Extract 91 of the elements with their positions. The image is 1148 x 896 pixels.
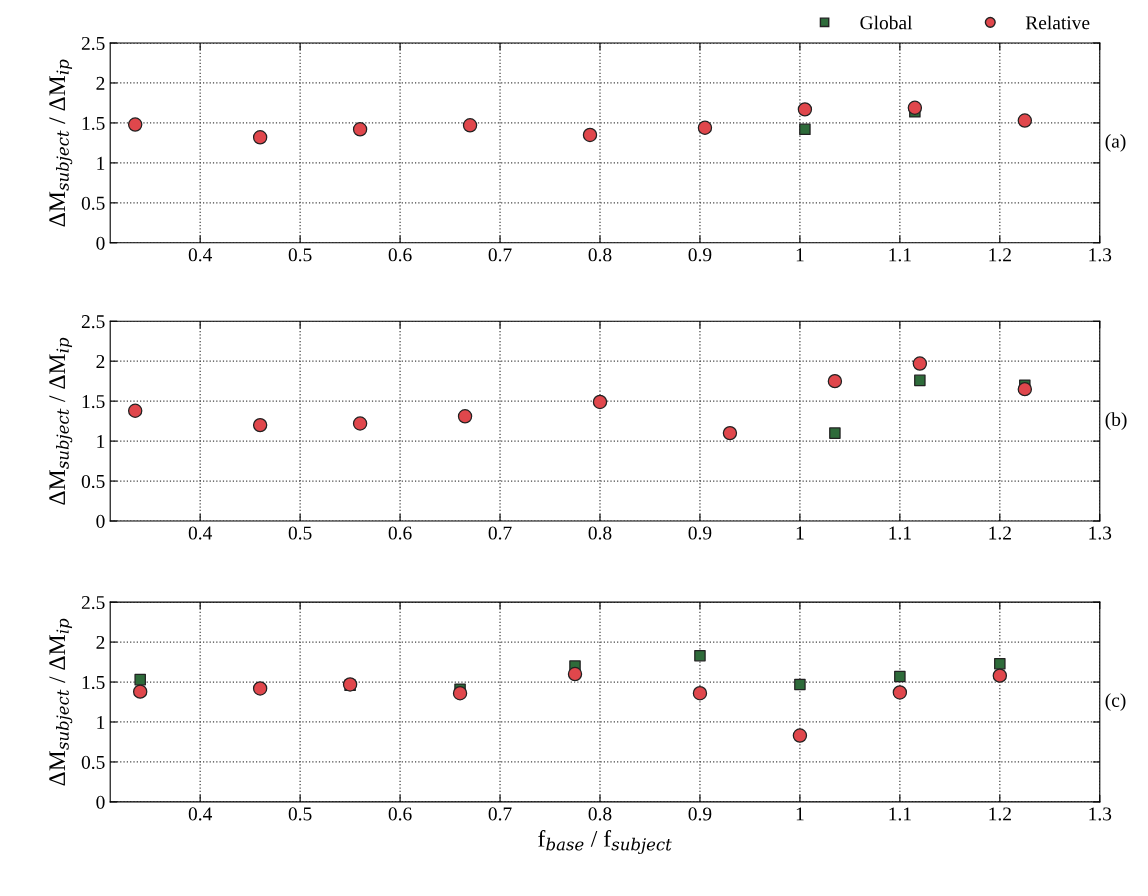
x-tick-label: 0.4 (188, 807, 213, 821)
x-tick-label: 1.3 (1089, 526, 1112, 540)
point (352, 122, 368, 137)
x-tick-label: 0.8 (588, 248, 612, 262)
y-tick-label: 0.5 (81, 755, 105, 769)
x-tick-label: 0.7 (488, 248, 512, 262)
y-tick-label: 2 (96, 355, 105, 368)
y-tick-label: 0 (96, 236, 105, 250)
legend-label: Global (860, 15, 913, 30)
point (457, 409, 473, 424)
point (827, 373, 843, 389)
point (697, 120, 713, 135)
x-tick-label: 1.1 (889, 807, 911, 821)
point (914, 374, 926, 387)
x-tick-label: 1.2 (989, 526, 1011, 540)
x-tick-label: 0.9 (688, 807, 712, 821)
point (692, 686, 708, 701)
legend-label: Relative (1025, 15, 1090, 30)
point (722, 425, 738, 441)
x-axis-title: f$_{base}$ / f$_{subject}$ (538, 829, 672, 854)
y-tick-label: 2 (96, 635, 105, 649)
y-tick-label: 1 (97, 435, 105, 448)
point (462, 118, 478, 133)
y-tick-label: 1.5 (82, 395, 105, 409)
x-tick-label: 1 (796, 248, 804, 262)
x-tick-label: 0.9 (688, 248, 712, 262)
x-tick-label: 1.1 (889, 248, 911, 262)
point (797, 102, 813, 117)
x-tick-label: 1 (796, 526, 804, 540)
point (894, 670, 906, 683)
y-tick-label: 1 (97, 156, 105, 170)
point (912, 356, 928, 371)
x-tick-label: 0.6 (388, 807, 412, 821)
x-tick-label: 0.5 (288, 526, 312, 540)
point (907, 100, 923, 115)
x-tick-label: 0.8 (588, 526, 612, 540)
text: (c) (1105, 693, 1126, 711)
point (252, 417, 268, 433)
point (132, 684, 148, 699)
y-tick-label: 2 (96, 76, 105, 90)
point (892, 685, 908, 700)
x-tick-label: 0.7 (488, 526, 512, 540)
text: (b) (1105, 412, 1127, 430)
x-tick-label: 0.7 (488, 807, 512, 821)
point (452, 686, 468, 701)
point (352, 416, 368, 431)
y-tick-label: 0.5 (81, 474, 105, 489)
x-tick-label: 1 (796, 807, 804, 821)
point (252, 130, 268, 145)
y-tick-label: 0 (96, 514, 105, 528)
x-tick-label: 0.4 (188, 526, 213, 540)
point (829, 427, 841, 439)
x-tick-label: 0.6 (388, 526, 412, 540)
point (127, 403, 143, 418)
text: (a) (1105, 134, 1126, 152)
x-tick-label: 0.8 (588, 807, 612, 821)
y-axis-title: ΔM$_{subject}$ / ΔM$_{ip}$ (49, 337, 73, 505)
point (992, 668, 1008, 683)
point (567, 666, 583, 682)
y-tick-label: 1 (97, 715, 105, 729)
y-tick-label: 1.5 (82, 675, 105, 690)
x-tick-label: 0.4 (188, 248, 213, 262)
point (1017, 381, 1033, 397)
point (582, 127, 598, 143)
x-tick-label: 1.3 (1089, 807, 1112, 821)
point (127, 117, 143, 132)
y-tick-label: 2.5 (81, 595, 105, 610)
x-tick-label: 0.6 (388, 248, 412, 262)
x-tick-label: 0.5 (288, 248, 312, 262)
point (994, 657, 1006, 670)
x-tick-label: 1.3 (1089, 248, 1112, 262)
y-axis-title: ΔM$_{subject}$ / ΔM$_{ip}$ (49, 59, 73, 227)
x-tick-label: 0.9 (688, 526, 712, 540)
point (1017, 113, 1033, 128)
x-tick-label: 1.2 (989, 248, 1011, 262)
x-tick-label: 1.2 (989, 807, 1011, 821)
y-axis-title: ΔM$_{subject}$ / ΔM$_{ip}$ (49, 618, 73, 786)
point (799, 123, 811, 136)
x-tick-label: 0.5 (288, 807, 312, 821)
x-tick-label: 1.1 (889, 526, 911, 540)
y-tick-label: 1.5 (82, 116, 105, 130)
point (134, 673, 146, 686)
point (794, 678, 806, 691)
y-tick-label: 2.5 (81, 36, 105, 51)
y-tick-label: 0 (96, 795, 105, 809)
y-tick-label: 2.5 (81, 315, 105, 329)
point (592, 394, 608, 410)
y-tick-label: 0.5 (81, 196, 105, 210)
point (792, 728, 808, 743)
point (694, 649, 706, 662)
point (252, 681, 268, 696)
